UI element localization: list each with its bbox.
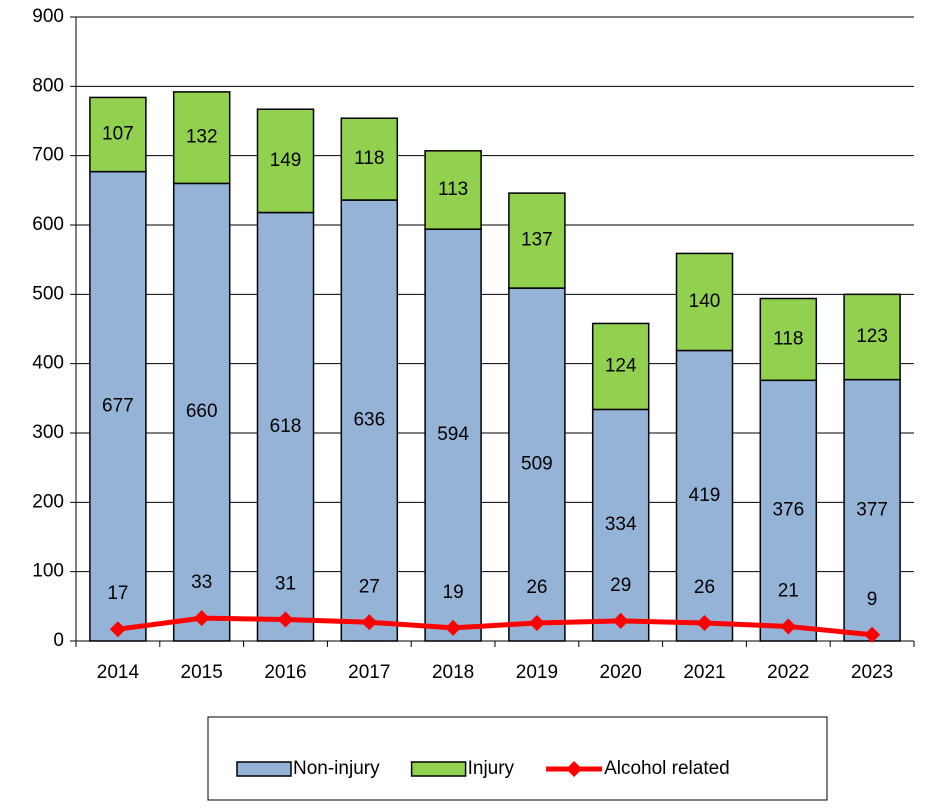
bar-label: 123 <box>856 326 888 347</box>
x-tick-label: 2016 <box>264 662 306 683</box>
bar-label: 118 <box>773 328 803 349</box>
bar-label: 618 <box>270 416 302 437</box>
x-tick-label: 2022 <box>767 662 809 683</box>
bar <box>256 211 315 642</box>
bar-label: 149 <box>270 150 302 171</box>
bar-label: 334 <box>605 514 637 535</box>
line <box>117 615 873 638</box>
bar-label: 124 <box>605 355 637 376</box>
bar-label: 636 <box>353 410 385 431</box>
bar <box>675 349 734 642</box>
y-tick-label: 500 <box>32 283 64 304</box>
bar-label: 113 <box>438 179 468 200</box>
y-tick-label: 100 <box>32 561 64 582</box>
bar <box>591 408 650 642</box>
y-tick-label: 700 <box>32 145 64 166</box>
y-tick-label: 400 <box>32 353 64 374</box>
line-label: 31 <box>275 574 296 595</box>
bar-label: 419 <box>689 485 721 506</box>
y-tick-label: 200 <box>32 491 64 512</box>
legend-label: Alcohol related <box>604 758 730 779</box>
bar-label: 594 <box>437 424 469 445</box>
bar-label: 660 <box>186 401 218 422</box>
line-label: 19 <box>443 582 464 603</box>
bar <box>424 150 482 230</box>
marker <box>277 611 294 628</box>
x-tick-label: 2020 <box>600 662 642 683</box>
y-tick-label: 900 <box>32 6 64 27</box>
marker <box>361 614 378 631</box>
line-label: 26 <box>526 577 547 598</box>
bar <box>508 192 566 289</box>
bar <box>340 117 399 201</box>
legend-swatch <box>566 761 583 777</box>
line-label: 9 <box>867 589 878 610</box>
marker <box>696 614 713 631</box>
line-label: 29 <box>610 575 631 596</box>
bar <box>89 170 147 642</box>
bar-label: 118 <box>354 148 384 169</box>
marker <box>612 612 629 629</box>
bar <box>843 378 901 642</box>
bar-label: 376 <box>772 500 804 521</box>
bar-label: 107 <box>102 124 134 145</box>
marker <box>445 619 462 636</box>
y-tick-label: 600 <box>32 214 64 235</box>
line-label: 21 <box>778 580 799 601</box>
bar-label: 132 <box>186 127 218 148</box>
bar <box>591 322 650 411</box>
y-tick-label: 800 <box>32 75 64 96</box>
y-tick-label: 0 <box>53 630 64 651</box>
bar-label: 137 <box>521 230 553 251</box>
bar <box>424 228 482 642</box>
marker <box>193 610 210 627</box>
x-tick-label: 2021 <box>683 662 725 683</box>
x-tick-label: 2019 <box>516 662 558 683</box>
legend-label: Injury <box>468 758 515 779</box>
x-tick-label: 2018 <box>432 662 474 683</box>
x-tick-label: 2017 <box>348 662 390 683</box>
bar <box>759 297 818 382</box>
legend-box <box>207 716 828 801</box>
x-tick-label: 2023 <box>851 662 893 683</box>
x-tick-label: 2015 <box>181 662 223 683</box>
marker <box>780 618 797 635</box>
bar <box>759 379 818 642</box>
bar <box>843 293 901 381</box>
legend-swatch <box>236 761 292 777</box>
y-tick-label: 300 <box>32 422 64 443</box>
line-label: 26 <box>694 577 715 598</box>
marker <box>109 621 126 638</box>
bar-label: 509 <box>521 454 553 475</box>
line-label: 27 <box>359 576 380 597</box>
bar-label: 677 <box>102 395 134 416</box>
bar <box>508 287 566 642</box>
bar-label: 377 <box>856 499 888 520</box>
x-tick-label: 2014 <box>97 662 140 683</box>
bar <box>675 252 734 352</box>
line-label: 17 <box>107 583 128 604</box>
bar <box>172 91 231 185</box>
marker <box>864 626 881 643</box>
legend-swatch <box>410 761 467 777</box>
marker <box>528 614 545 631</box>
bar <box>256 108 315 214</box>
line-label: 33 <box>191 572 212 593</box>
legend-label: Non-injury <box>293 758 380 779</box>
bar <box>89 96 147 173</box>
bar-label: 140 <box>689 291 721 312</box>
